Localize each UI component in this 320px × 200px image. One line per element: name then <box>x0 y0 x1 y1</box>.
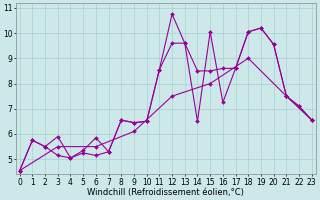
X-axis label: Windchill (Refroidissement éolien,°C): Windchill (Refroidissement éolien,°C) <box>87 188 244 197</box>
